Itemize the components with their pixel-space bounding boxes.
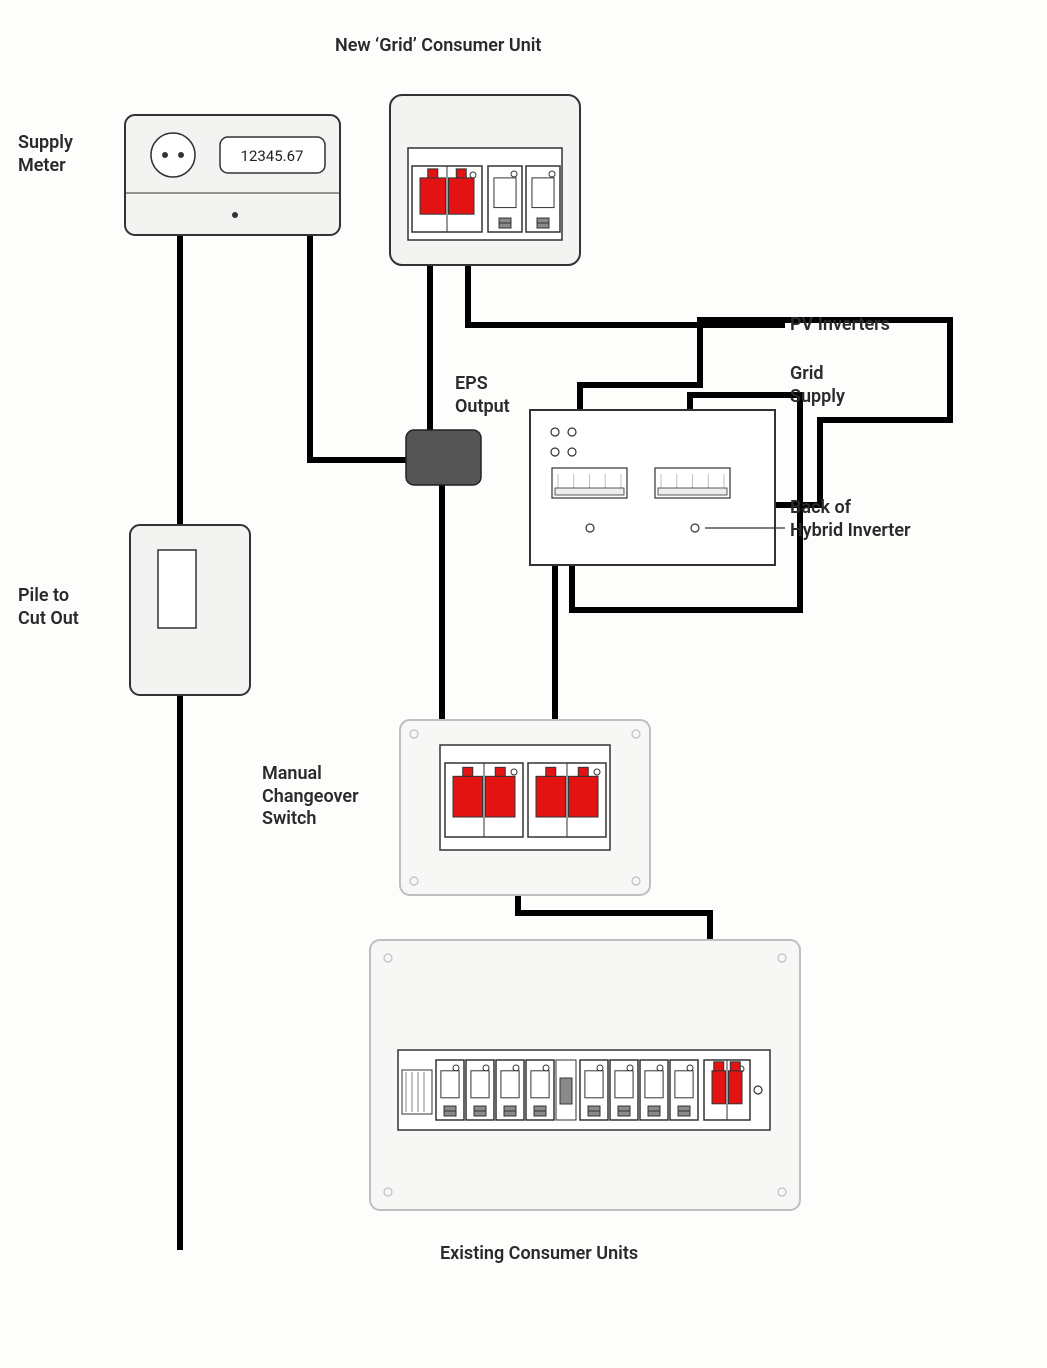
label-pv-inverters: PV Inverters — [790, 314, 890, 337]
label-supply-meter: SupplyMeter — [18, 132, 73, 177]
svg-text:12345.67: 12345.67 — [241, 147, 304, 165]
label-existing-cu: Existing Consumer Units — [440, 1243, 638, 1266]
label-grid-cu-title: New ‘Grid’ Consumer Unit — [335, 35, 541, 58]
label-grid-supply: Grid Supply — [790, 363, 845, 408]
diagram-canvas: 12345.67 New ‘Grid’ Consumer Unit Supply… — [0, 0, 1047, 1368]
label-eps-output: EPS Output — [455, 373, 510, 418]
components-layer: 12345.67 — [0, 0, 1047, 1368]
label-manual-changeover: Manual Changeover Switch — [262, 763, 359, 831]
label-back-of-inverter: Back of Hybrid Inverter — [790, 497, 911, 542]
label-pile-to-cutout: Pile to Cut Out — [18, 585, 79, 630]
